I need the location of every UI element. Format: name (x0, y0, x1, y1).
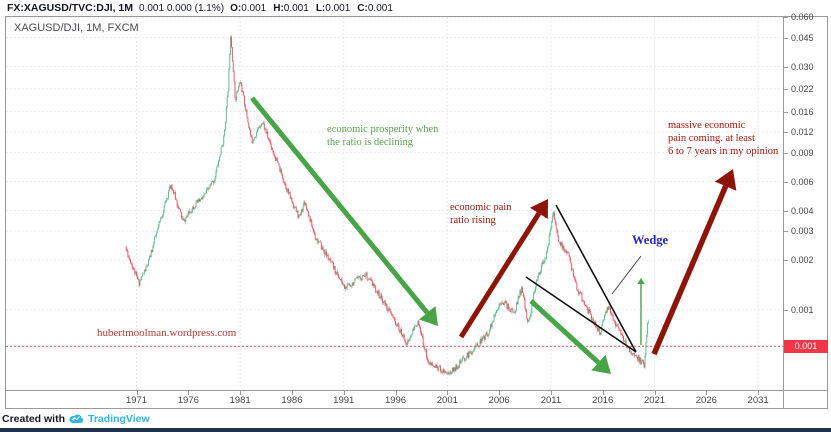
arrow-head[interactable] (637, 278, 645, 284)
chart-watermark: XAGUSD/DJI, 1M, FXCM (14, 22, 139, 34)
time-axis-label: 2021 (643, 395, 666, 406)
arrow-shaft[interactable] (651, 185, 729, 356)
ohlc-values: O:0.001 H:0.001 L:0.001 C:0.001 (230, 3, 393, 14)
arrow-shaft[interactable] (529, 299, 601, 365)
time-tick (343, 391, 345, 395)
time-tick (758, 391, 760, 395)
trend-line[interactable] (555, 204, 637, 353)
time-tick (395, 391, 397, 395)
price-tick (784, 111, 788, 113)
time-axis-label: 2011 (540, 395, 562, 406)
time-tick (188, 391, 190, 395)
time-tick (499, 391, 501, 395)
symbol-info-bar: FX:XAGUSD/TVC:DJI, 1M 0.001 0.000 (1.1%)… (7, 1, 393, 15)
time-axis-label: 1971 (125, 395, 148, 406)
time-axis-label: 2031 (747, 395, 769, 406)
last-price-badge: 0.001 (784, 339, 828, 353)
time-axis-label: 2026 (695, 395, 717, 406)
price-tick (784, 132, 788, 134)
price-axis-label: 0.060 (791, 12, 814, 23)
candlestick-series (125, 34, 649, 376)
annotation-economic-pain[interactable]: economic pain ratio rising (450, 202, 512, 226)
time-tick (291, 391, 293, 395)
arrow-head[interactable] (714, 169, 737, 191)
arrow-shaft[interactable] (250, 96, 430, 315)
time-tick (654, 391, 656, 395)
time-tick (136, 391, 138, 395)
price-axis-label: 0.016 (791, 106, 814, 117)
price-tick (784, 260, 788, 262)
price-axis-label: 0.001 (791, 304, 814, 315)
annotation-massive-pain[interactable]: massive economic pain coming. at least 6… (668, 120, 779, 157)
price-tick (784, 181, 788, 183)
chart-frame (5, 16, 828, 409)
arrow-head[interactable] (591, 354, 611, 374)
price-axis-label: 0.012 (791, 127, 814, 138)
open-label: O: (230, 2, 242, 14)
symbol-name[interactable]: FX:XAGUSD/TVC:DJI, 1M (7, 2, 134, 14)
price-axis-label: 0.003 (791, 226, 814, 237)
close-label: C: (357, 2, 368, 14)
price-axis-label: 0.002 (791, 255, 814, 266)
annotation-economic-prosperity[interactable]: economic prosperity when the ratio is de… (327, 124, 439, 148)
price-tick (784, 88, 788, 90)
high-label: H: (273, 2, 284, 14)
time-axis-label: 2016 (592, 395, 614, 406)
open-value: 0.001 (241, 2, 267, 14)
arrow-head[interactable] (419, 306, 438, 326)
time-tick (240, 391, 242, 395)
price-change: 0.001 0.000 (1.1%) (139, 2, 225, 14)
created-with-text: Created with (2, 413, 66, 425)
price-axis[interactable]: 0.060 0.045 0.030 0.022 0.016 0.012 0.009 0.006… (784, 12, 828, 390)
price-axis-label: 0.030 (791, 61, 814, 72)
time-axis-label: 1996 (384, 395, 407, 406)
price-tick (784, 152, 788, 154)
price-axis-label: 0.009 (791, 147, 814, 158)
price-tick (784, 231, 788, 233)
time-axis-label: 1981 (229, 395, 251, 406)
price-tick (784, 17, 788, 19)
high-value: 0.001 (283, 2, 309, 14)
close-value: 0.001 (367, 2, 393, 14)
branding-footer: Created with TradingView (2, 411, 150, 427)
time-axis-label: 1976 (177, 395, 199, 406)
time-axis-label: 1991 (333, 395, 355, 406)
price-axis-label: 0.006 (791, 176, 814, 187)
drawing-objects[interactable] (250, 96, 737, 374)
time-axis-label: 2006 (488, 395, 510, 406)
tradingview-logo-icon[interactable] (69, 413, 84, 425)
time-axis-label: 2001 (436, 395, 458, 406)
price-tick (784, 210, 788, 212)
time-tick (706, 391, 708, 395)
price-tick (784, 66, 788, 68)
grid (6, 17, 783, 390)
time-axis-label: 1986 (281, 395, 303, 406)
time-tick (602, 391, 604, 395)
annotation-site-url[interactable]: hubertmoolman.wordpress.com (97, 327, 237, 339)
time-tick (447, 391, 449, 395)
trend-line[interactable] (525, 276, 637, 353)
low-label: L: (315, 2, 326, 14)
arrow-head[interactable] (530, 199, 548, 220)
price-tick (784, 309, 788, 311)
price-axis-label: 0.045 (791, 32, 814, 43)
time-axis-separator (5, 390, 828, 391)
price-axis-label: 0.022 (791, 83, 814, 94)
price-axis-label: 0.004 (791, 205, 814, 216)
price-tick (784, 37, 788, 39)
tradingview-brand-text[interactable]: TradingView (88, 413, 150, 425)
chart-canvas[interactable] (6, 17, 783, 390)
bottom-accent-bar (0, 428, 831, 432)
time-tick (550, 391, 552, 395)
low-value: 0.001 (325, 2, 351, 14)
arrow-shaft[interactable] (458, 212, 542, 339)
trend-line[interactable] (611, 255, 642, 295)
price-axis-separator (783, 16, 784, 409)
annotation-wedge-label[interactable]: Wedge (632, 233, 669, 247)
time-axis[interactable]: 1971 1976 1981 1986 1991 1996 2001 2006 2011 2016… (5, 391, 828, 409)
